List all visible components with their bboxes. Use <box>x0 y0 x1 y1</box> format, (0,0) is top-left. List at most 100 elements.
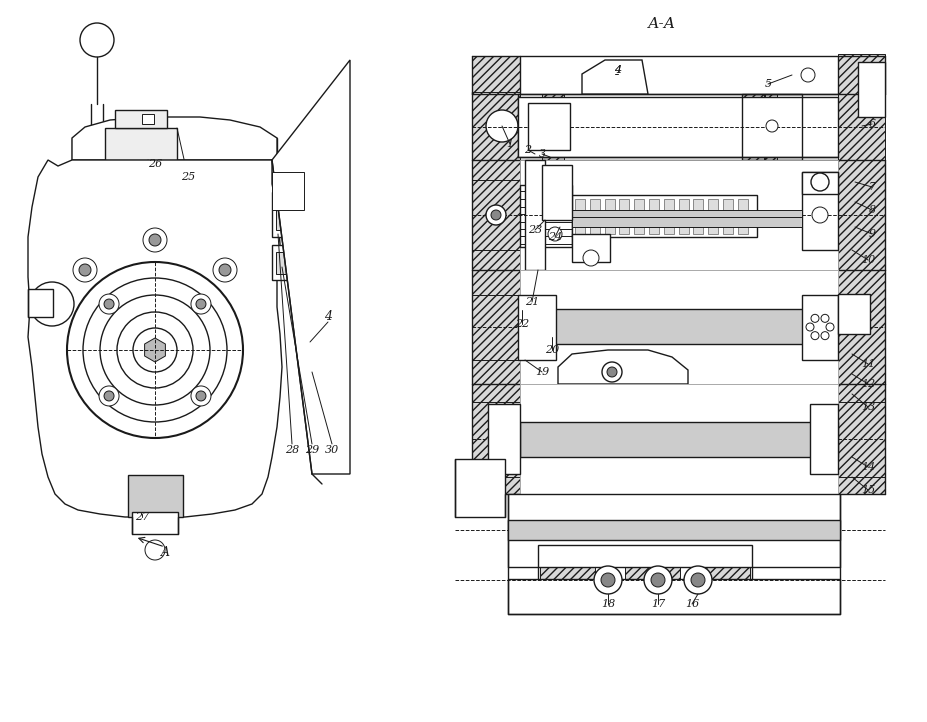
Bar <box>472 56 520 94</box>
Bar <box>455 505 505 517</box>
Circle shape <box>100 295 210 405</box>
Circle shape <box>583 250 599 266</box>
Bar <box>115 110 167 128</box>
Bar <box>276 252 294 274</box>
Bar <box>852 294 870 334</box>
Bar <box>455 459 505 517</box>
Text: 17: 17 <box>651 599 666 609</box>
Bar <box>542 94 564 127</box>
Text: 3: 3 <box>539 149 546 159</box>
Circle shape <box>821 314 829 322</box>
Circle shape <box>67 262 243 438</box>
Bar <box>28 289 53 317</box>
Bar <box>738 199 748 234</box>
Circle shape <box>806 323 814 331</box>
Bar <box>508 596 840 614</box>
Text: 24: 24 <box>548 232 562 242</box>
Bar <box>838 56 885 94</box>
Bar <box>802 175 838 247</box>
Bar <box>542 127 564 160</box>
Circle shape <box>811 331 819 339</box>
Text: 8: 8 <box>869 205 876 215</box>
Text: 4: 4 <box>324 310 332 323</box>
Bar <box>802 172 838 194</box>
Circle shape <box>594 566 622 594</box>
Bar <box>472 295 520 360</box>
Bar <box>560 354 688 384</box>
Text: 27: 27 <box>134 512 149 522</box>
Bar <box>838 384 885 494</box>
Bar <box>520 270 838 384</box>
Bar <box>520 185 572 247</box>
Text: 16: 16 <box>685 599 699 609</box>
Bar <box>472 384 520 494</box>
Circle shape <box>602 362 622 382</box>
Text: 14: 14 <box>861 462 875 472</box>
Bar <box>634 199 644 234</box>
Circle shape <box>99 386 119 406</box>
Text: 11: 11 <box>861 359 875 369</box>
Bar <box>508 494 840 567</box>
Bar <box>649 199 659 234</box>
Bar <box>575 199 585 234</box>
Bar <box>520 422 838 457</box>
Circle shape <box>486 205 506 225</box>
Circle shape <box>79 264 91 276</box>
Bar <box>765 94 777 160</box>
Circle shape <box>83 278 227 422</box>
Text: 6: 6 <box>869 119 876 129</box>
Circle shape <box>219 264 231 276</box>
Bar <box>472 160 520 270</box>
Bar <box>778 56 838 94</box>
Polygon shape <box>145 338 165 362</box>
Bar <box>142 114 154 124</box>
Bar <box>518 97 838 157</box>
Bar <box>572 252 610 270</box>
Polygon shape <box>72 117 277 160</box>
Text: 4: 4 <box>615 65 622 75</box>
Text: 23: 23 <box>527 225 542 235</box>
Circle shape <box>30 282 74 326</box>
Bar <box>802 172 838 250</box>
Text: 30: 30 <box>324 445 339 455</box>
Text: A: A <box>160 546 170 559</box>
Bar <box>838 402 885 477</box>
Bar <box>132 512 178 534</box>
Circle shape <box>213 258 237 282</box>
Bar <box>520 185 572 247</box>
Bar <box>572 217 802 227</box>
Circle shape <box>644 566 672 594</box>
Bar <box>619 199 629 234</box>
Bar <box>508 520 840 540</box>
Circle shape <box>145 540 165 560</box>
Circle shape <box>196 299 206 309</box>
Bar <box>582 60 604 94</box>
Text: 13: 13 <box>861 402 875 412</box>
Bar <box>272 172 304 210</box>
Circle shape <box>149 234 161 246</box>
Text: 22: 22 <box>514 319 529 329</box>
Bar <box>838 270 885 384</box>
Bar <box>693 199 704 234</box>
Bar <box>272 245 300 280</box>
Bar <box>67 338 83 362</box>
Bar <box>508 579 840 614</box>
Bar <box>472 402 520 477</box>
Bar <box>488 407 503 472</box>
Bar <box>88 170 106 184</box>
Bar <box>455 459 473 492</box>
Bar <box>838 94 885 160</box>
Text: 9: 9 <box>869 229 876 239</box>
Text: 4: 4 <box>615 65 622 75</box>
Circle shape <box>601 573 615 587</box>
Bar <box>472 180 520 250</box>
Circle shape <box>191 386 211 406</box>
Bar <box>472 270 520 384</box>
Bar <box>802 297 820 357</box>
Circle shape <box>99 294 119 314</box>
Bar <box>810 404 838 474</box>
Text: 18: 18 <box>601 599 616 609</box>
Bar <box>525 160 545 270</box>
Polygon shape <box>272 60 350 474</box>
Bar <box>810 407 824 472</box>
